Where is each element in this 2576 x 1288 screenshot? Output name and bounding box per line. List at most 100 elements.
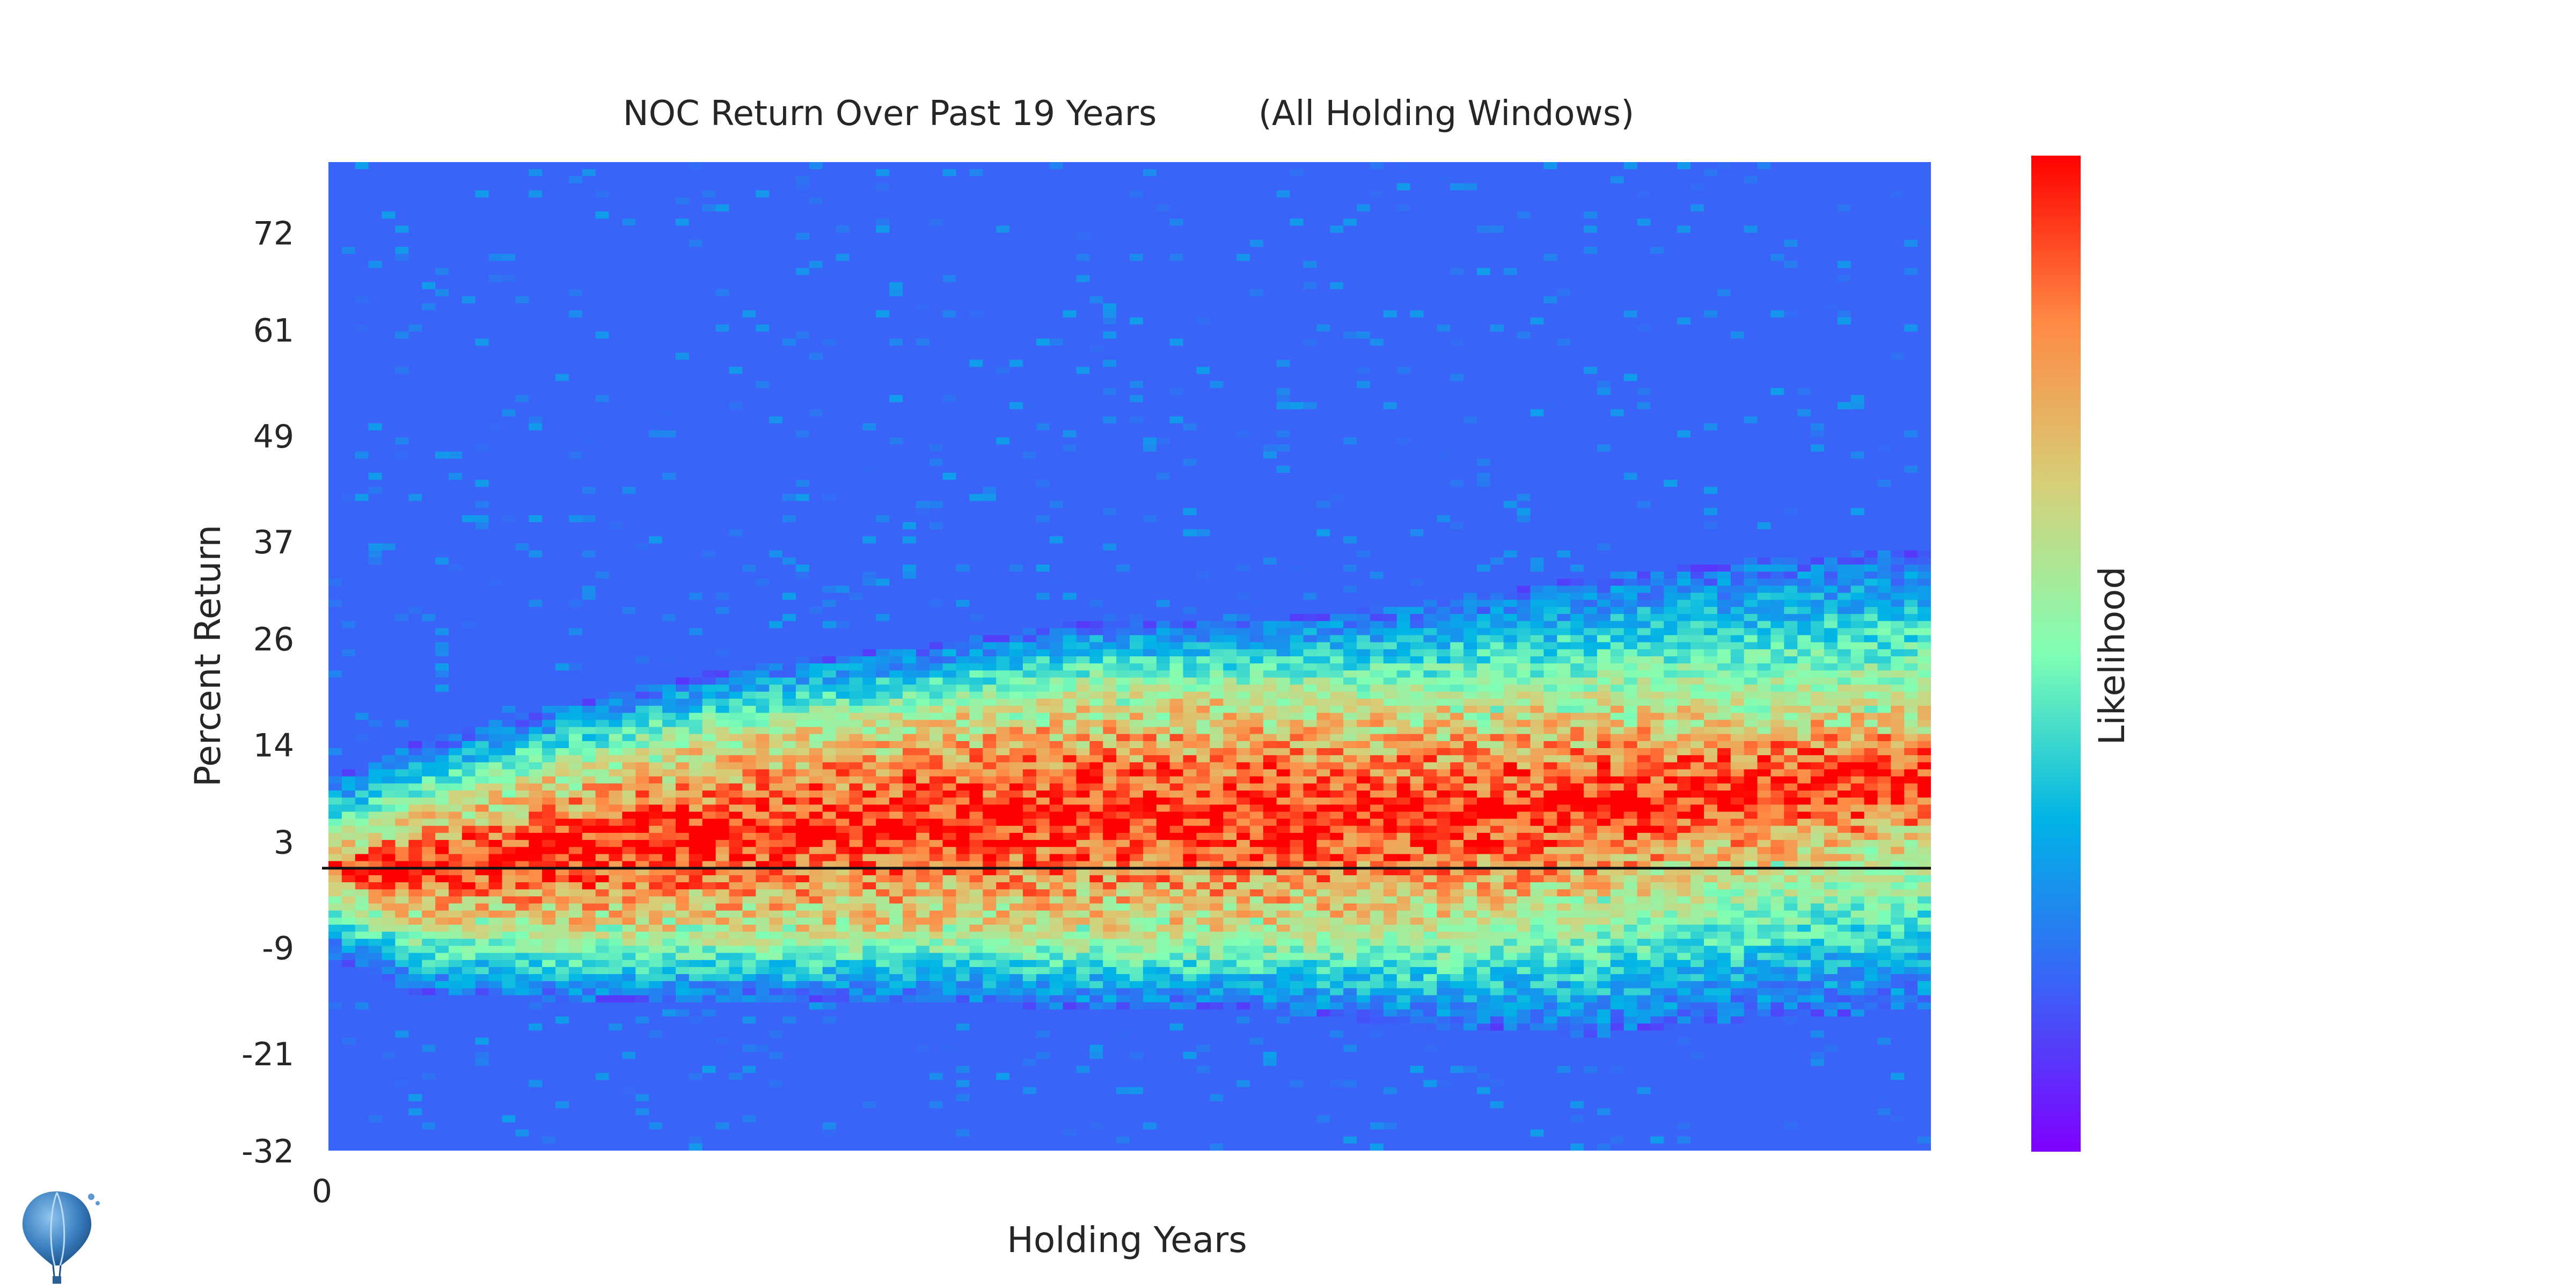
heatmap-cell xyxy=(756,190,770,198)
heatmap-cell xyxy=(435,275,449,283)
heatmap-cell xyxy=(542,310,556,318)
heatmap-cell xyxy=(462,324,476,332)
heatmap-cell xyxy=(502,543,516,551)
heatmap-cell xyxy=(515,727,530,735)
heatmap-cell xyxy=(582,939,596,947)
heatmap-cell xyxy=(769,932,783,940)
heatmap-cell xyxy=(502,367,516,375)
heatmap-cell xyxy=(395,317,409,325)
heatmap-cell xyxy=(515,1073,530,1081)
heatmap-cell xyxy=(542,889,556,897)
heatmap-cell xyxy=(649,579,663,587)
heatmap-cell xyxy=(676,599,690,608)
heatmap-cell xyxy=(715,1122,730,1130)
heatmap-cell xyxy=(515,599,530,608)
heatmap-cell xyxy=(475,1136,489,1144)
heatmap-cell xyxy=(635,995,649,1003)
heatmap-cell xyxy=(609,353,623,361)
heatmap-cell xyxy=(689,713,703,721)
heatmap-cell xyxy=(542,691,556,699)
heatmap-cell xyxy=(622,925,636,932)
heatmap-cell xyxy=(328,797,342,806)
heatmap-cell xyxy=(609,543,623,551)
heatmap-cell xyxy=(382,162,396,170)
heatmap-cell xyxy=(609,360,623,368)
heatmap-cell xyxy=(488,642,503,650)
heatmap-cell xyxy=(568,1030,583,1038)
heatmap-cell xyxy=(341,494,356,502)
heatmap-cell xyxy=(475,684,489,692)
heatmap-cell xyxy=(595,818,610,826)
heatmap-cell xyxy=(515,825,530,833)
heatmap-cell xyxy=(622,388,636,396)
heatmap-cell xyxy=(689,303,703,311)
heatmap-cell xyxy=(368,261,383,269)
heatmap-cell xyxy=(502,1044,516,1052)
heatmap-cell xyxy=(422,572,436,580)
heatmap-cell xyxy=(702,946,716,954)
heatmap-cell xyxy=(542,635,556,643)
heatmap-cell xyxy=(622,861,636,869)
heatmap-cell xyxy=(582,818,596,826)
heatmap-cell xyxy=(422,981,436,989)
heatmap-cell xyxy=(756,472,770,480)
heatmap-cell xyxy=(368,374,383,382)
heatmap-cell xyxy=(555,254,569,261)
heatmap-cell xyxy=(435,939,449,947)
heatmap-cell xyxy=(702,536,716,544)
heatmap-cell xyxy=(368,776,383,784)
heatmap-cell xyxy=(382,960,396,968)
heatmap-cell xyxy=(676,162,690,170)
heatmap-cell xyxy=(529,614,543,622)
heatmap-cell xyxy=(595,423,610,431)
heatmap-cell xyxy=(328,691,342,699)
heatmap-cell xyxy=(502,282,516,290)
heatmap-cell xyxy=(769,211,783,219)
heatmap-cell xyxy=(382,1143,396,1151)
heatmap-cell xyxy=(341,239,356,247)
heatmap-cell xyxy=(742,825,757,833)
heatmap-cell xyxy=(622,536,636,544)
heatmap-cell xyxy=(729,487,743,495)
heatmap-cell xyxy=(609,550,623,558)
heatmap-cell xyxy=(649,932,663,940)
heatmap-cell xyxy=(649,374,663,382)
heatmap-cell xyxy=(355,847,369,855)
heatmap-cell xyxy=(515,529,530,537)
heatmap-cell xyxy=(449,331,463,339)
heatmap-cell xyxy=(782,388,796,396)
heatmap-cell xyxy=(502,480,516,488)
heatmap-cell xyxy=(341,889,356,897)
heatmap-cell xyxy=(769,896,783,904)
heatmap-cell xyxy=(649,720,663,728)
heatmap-cell xyxy=(502,854,516,862)
heatmap-cell xyxy=(515,346,530,354)
heatmap-cell xyxy=(488,995,503,1003)
heatmap-cell xyxy=(435,797,449,806)
heatmap-cell xyxy=(355,565,369,572)
heatmap-cell xyxy=(475,832,489,840)
heatmap-cell xyxy=(729,854,743,862)
heatmap-cell xyxy=(702,932,716,940)
heatmap-cell xyxy=(595,402,610,410)
heatmap-cell xyxy=(462,529,476,537)
heatmap-cell xyxy=(769,698,783,706)
heatmap-cell xyxy=(435,1037,449,1045)
heatmap-cell xyxy=(769,557,783,565)
heatmap-cell xyxy=(382,988,396,996)
heatmap-cell xyxy=(662,663,676,671)
heatmap-cell xyxy=(529,1002,543,1010)
heatmap-cell xyxy=(582,380,596,389)
heatmap-cell xyxy=(395,367,409,375)
heatmap-cell xyxy=(715,811,730,819)
heatmap-cell xyxy=(435,910,449,918)
heatmap-cell xyxy=(382,197,396,205)
heatmap-cell xyxy=(395,246,409,254)
heatmap-cell xyxy=(449,232,463,240)
heatmap-cell xyxy=(795,727,810,735)
heatmap-cell xyxy=(715,197,730,205)
heatmap-cell xyxy=(689,239,703,247)
heatmap-cell xyxy=(395,296,409,304)
heatmap-cell xyxy=(689,967,703,975)
heatmap-cell xyxy=(676,698,690,706)
